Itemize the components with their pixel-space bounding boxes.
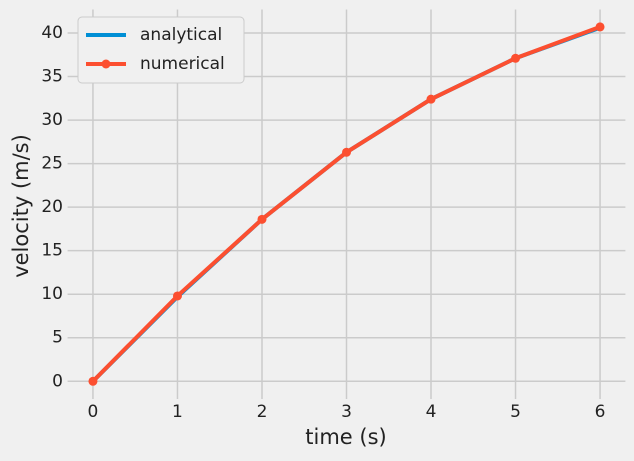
legend-label: analytical (140, 25, 222, 45)
y-tick-label: 0 (52, 371, 63, 391)
y-axis-label: velocity (m/s) (9, 134, 33, 278)
x-tick-label: 0 (88, 402, 99, 422)
data-point (595, 22, 605, 32)
x-tick-label: 1 (172, 402, 183, 422)
x-tick-label: 4 (426, 402, 437, 422)
x-tick-label: 3 (341, 402, 352, 422)
y-tick-label: 35 (41, 67, 63, 87)
y-tick-label: 30 (41, 110, 63, 130)
x-tick-label: 6 (595, 402, 606, 422)
x-tick-label: 2 (257, 402, 268, 422)
x-tick-label: 5 (510, 402, 521, 422)
data-point (88, 376, 98, 386)
x-axis-label: time (s) (305, 425, 386, 449)
legend-label: numerical (140, 54, 225, 74)
data-point (257, 214, 267, 224)
y-tick-label: 15 (41, 241, 63, 261)
data-point (426, 94, 436, 104)
data-point (511, 53, 521, 63)
y-tick-label: 10 (41, 284, 63, 304)
y-tick-label: 5 (52, 328, 63, 348)
y-tick-label: 40 (41, 23, 63, 43)
legend-marker (101, 59, 111, 69)
y-tick-label: 25 (41, 154, 63, 174)
data-point (342, 147, 351, 157)
data-point (172, 291, 182, 301)
y-tick-label: 20 (41, 197, 63, 217)
